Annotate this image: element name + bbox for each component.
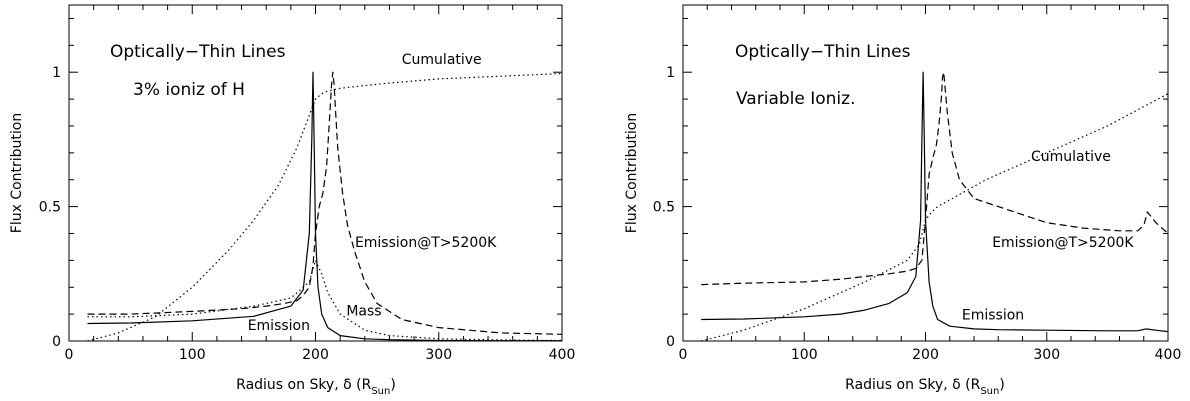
x-axis-label: Radius on Sky, δ (RSun) xyxy=(236,377,396,397)
y-tick-label: 1 xyxy=(52,65,61,81)
series-line-cumulative xyxy=(701,93,1169,342)
chart-title: Optically−Thin Lines xyxy=(110,42,286,62)
annotation-label: Cumulative xyxy=(1031,149,1111,165)
series-line-emission-t-5200k xyxy=(87,71,563,335)
x-tick-label: 300 xyxy=(425,347,452,363)
x-tick-label: 400 xyxy=(1155,347,1182,363)
y-axis-label: Flux Contribution xyxy=(624,113,640,233)
x-axis-label: Radius on Sky, δ (RSun) xyxy=(845,377,1005,397)
annotation-label: Emission@T>5200K xyxy=(355,235,497,251)
x-tick-label: 100 xyxy=(179,347,206,363)
annotations: Cumulative Emission@T>5200K Emission xyxy=(962,149,1135,324)
x-axis-label-sub: Sun xyxy=(371,386,390,397)
series-line-emission-t-5200k xyxy=(701,71,1169,286)
x-axis-label-main: Radius on Sky, δ (R xyxy=(845,377,980,393)
series-line-emission xyxy=(701,71,1169,333)
annotation-label: Emission@T>5200K xyxy=(992,235,1134,251)
x-tick-label: 100 xyxy=(791,347,818,363)
axis-ticks: 0 100 200 300 400 0 0.5 1 xyxy=(39,5,576,363)
annotation-label: Mass xyxy=(346,303,381,319)
chart-subtitle: Variable Ioniz. xyxy=(736,89,855,109)
series-group xyxy=(701,71,1169,342)
annotation-label: Emission xyxy=(248,318,310,334)
x-tick-label: 200 xyxy=(302,347,329,363)
y-tick-label: 1 xyxy=(666,65,675,81)
x-axis-label-close: ) xyxy=(999,377,1004,393)
x-axis-label-sub: Sun xyxy=(980,386,999,397)
chart-title: Optically−Thin Lines xyxy=(735,42,911,62)
y-tick-label: 0.5 xyxy=(653,200,675,216)
series-line-cumulative xyxy=(87,72,563,342)
x-tick-label: 300 xyxy=(1033,347,1060,363)
x-tick-label: 200 xyxy=(912,347,939,363)
x-tick-label: 400 xyxy=(549,347,576,363)
axis-ticks: 0 100 200 300 400 0 0.5 1 xyxy=(653,5,1182,363)
series-line-emission xyxy=(87,71,562,342)
annotation-label: Cumulative xyxy=(402,52,482,68)
x-tick-label: 0 xyxy=(65,347,74,363)
series-line-mass xyxy=(87,259,563,342)
annotations: Cumulative Emission@T>5200K Mass Emission xyxy=(248,52,497,334)
x-axis-label-main: Radius on Sky, δ (R xyxy=(236,377,371,393)
chart-subtitle: 3% ioniz of H xyxy=(133,80,245,100)
y-tick-label: 0.5 xyxy=(39,200,61,216)
x-axis-label-close: ) xyxy=(390,377,395,393)
series-group xyxy=(87,71,563,342)
y-axis-label: Flux Contribution xyxy=(9,113,25,233)
x-tick-label: 0 xyxy=(679,347,688,363)
y-tick-label: 0 xyxy=(666,334,675,350)
y-tick-label: 0 xyxy=(52,334,61,350)
annotation-label: Emission xyxy=(962,307,1024,323)
